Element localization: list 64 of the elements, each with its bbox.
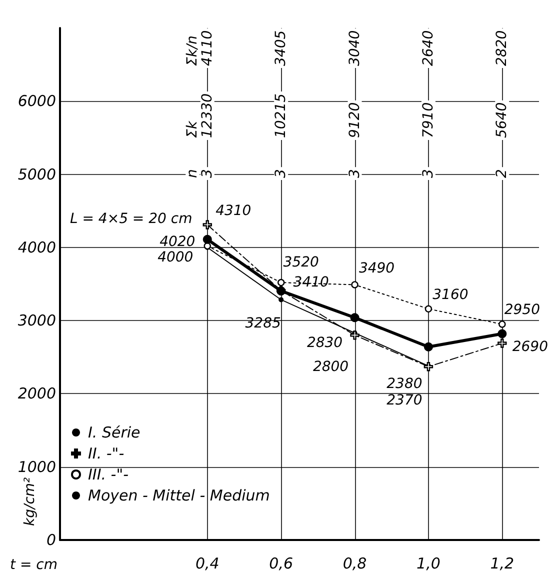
data-label: 2800 — [312, 359, 349, 376]
y-tick-label: 5000 — [18, 165, 56, 184]
annotation: 3 — [420, 169, 436, 178]
annotation: 2 — [494, 169, 510, 178]
data-label: 3520 — [283, 254, 319, 271]
annotation: 3 — [346, 169, 363, 178]
annotation: Σk — [184, 120, 201, 138]
point — [277, 278, 285, 286]
point — [202, 234, 212, 244]
point — [350, 313, 360, 322]
data-label: 3490 — [358, 260, 395, 277]
annotation: 12330 — [199, 93, 216, 138]
data-label: 2690 — [512, 339, 548, 356]
point — [278, 297, 284, 302]
x-tick-label: 0,6 — [269, 554, 294, 572]
data-label: 2830 — [306, 335, 343, 352]
data-label: 3160 — [432, 286, 468, 303]
annotation: 3 — [199, 169, 216, 178]
annotation: 7910 — [420, 102, 436, 138]
legend-label: II. -"- — [88, 444, 124, 462]
data-label: 2380 — [386, 376, 422, 392]
data-label: 4310 — [216, 202, 252, 219]
x-tick-label: 1,2 — [490, 554, 514, 572]
annotation: 10215 — [273, 93, 290, 138]
point — [350, 330, 360, 340]
legend-label: III. -"- — [88, 466, 129, 484]
legend-label: Moyen - Mittel - Medium — [88, 486, 270, 504]
point — [498, 329, 507, 338]
x-tick-label: 0,4 — [195, 554, 220, 572]
y-tick-label: 2000 — [18, 384, 56, 403]
point — [204, 242, 211, 250]
point — [424, 305, 432, 312]
annotation: Σk/n — [184, 35, 201, 66]
legend-label: I. Série — [88, 424, 140, 442]
data-label: 4020 — [160, 234, 196, 250]
annotation: 3405 — [273, 30, 290, 66]
y-tick-label: 0 — [46, 531, 56, 549]
data-label: 3410 — [293, 274, 329, 291]
point — [202, 220, 212, 230]
annotation: n — [184, 169, 201, 178]
annotation: L = 4×5 = 20 cm — [70, 211, 192, 227]
annotation: 3 — [273, 169, 290, 178]
data-label: 4000 — [158, 249, 194, 266]
x-tick-label: 1,0 — [416, 554, 440, 572]
y-tick-label: 6000 — [18, 92, 56, 110]
y-tick-label: 3000 — [18, 312, 56, 330]
annotation: 2820 — [494, 30, 510, 66]
y-tick-label: 1000 — [18, 458, 56, 476]
annotation: 2640 — [420, 30, 436, 66]
annotation: 5640 — [494, 102, 510, 138]
data-label: 2950 — [504, 302, 540, 318]
y-axis-title: kg/cm² — [22, 476, 38, 526]
data-label: 2370 — [386, 392, 422, 409]
annotation: 9120 — [346, 102, 363, 138]
x-tick-label: 0,8 — [342, 554, 367, 572]
point — [498, 338, 507, 348]
x-axis-title: t = cm — [10, 557, 58, 573]
point — [424, 342, 433, 352]
annotation: 3040 — [346, 30, 363, 66]
y-tick-label: 4000 — [18, 238, 56, 256]
point — [498, 320, 506, 328]
point — [351, 281, 358, 288]
point — [424, 362, 434, 372]
annotation: 4110 — [199, 30, 216, 66]
